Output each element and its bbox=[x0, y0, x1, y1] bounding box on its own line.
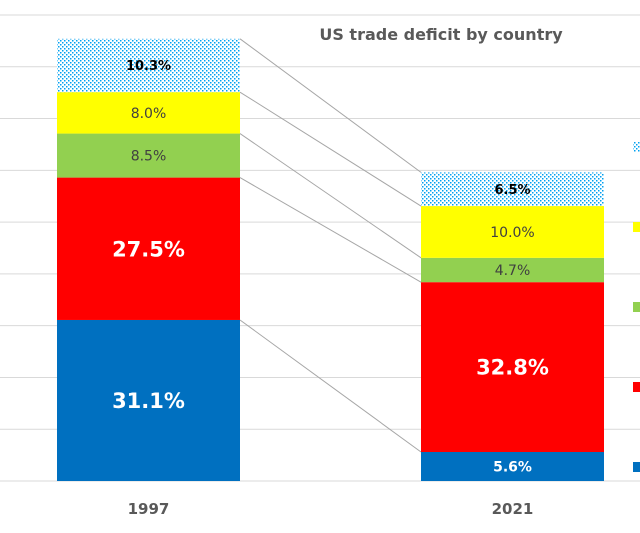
bar-series-4-2021 bbox=[421, 206, 604, 258]
connector-line bbox=[239, 177, 422, 283]
data-label: 5.6% bbox=[493, 460, 532, 476]
connector-line bbox=[239, 319, 422, 453]
legend-marker-series-4 bbox=[633, 222, 640, 232]
bar-series-5-2021 bbox=[421, 172, 604, 207]
data-label: 31.1% bbox=[112, 389, 185, 413]
legend-marker-series-1 bbox=[633, 462, 640, 472]
data-label: 4.7% bbox=[495, 263, 531, 279]
data-label: 27.5% bbox=[112, 237, 185, 261]
data-labels: 31.1% 5.6% 27.5% 32.8% 8.5% 4.7% 8.0% 10.0% 10.3… bbox=[112, 59, 549, 475]
data-label: 10.0% bbox=[490, 225, 534, 241]
connector-line bbox=[239, 91, 422, 207]
series-connector-lines bbox=[239, 38, 422, 453]
bar-series-1-2021 bbox=[421, 452, 604, 481]
connector-line bbox=[239, 38, 422, 173]
x-axis-ticks: 1997 2021 bbox=[128, 500, 534, 518]
bar-series-2-1997 bbox=[57, 177, 240, 320]
data-label: 8.0% bbox=[131, 106, 167, 122]
chart-title: US trade deficit by country bbox=[319, 25, 563, 44]
legend-marker-series-5 bbox=[633, 142, 640, 152]
bar-series-4-1997 bbox=[57, 92, 240, 134]
bar-series-2-2021 bbox=[421, 282, 604, 453]
bar-series-5-1997 bbox=[57, 38, 240, 93]
bar-series-1-1997 bbox=[57, 319, 240, 481]
x-tick-label: 2021 bbox=[492, 500, 534, 518]
data-label: 8.5% bbox=[131, 149, 167, 165]
legend-marker-series-3 bbox=[633, 302, 640, 312]
data-label: 10.3% bbox=[126, 59, 171, 74]
data-label: 32.8% bbox=[476, 356, 549, 380]
data-label: 6.5% bbox=[494, 183, 530, 198]
connector-line bbox=[239, 133, 422, 259]
bars bbox=[57, 38, 604, 481]
legend bbox=[633, 142, 640, 472]
bar-series-3-1997 bbox=[57, 133, 240, 178]
x-tick-label: 1997 bbox=[128, 500, 170, 518]
bar-series-3-2021 bbox=[421, 257, 604, 283]
legend-marker-series-2 bbox=[633, 382, 640, 392]
